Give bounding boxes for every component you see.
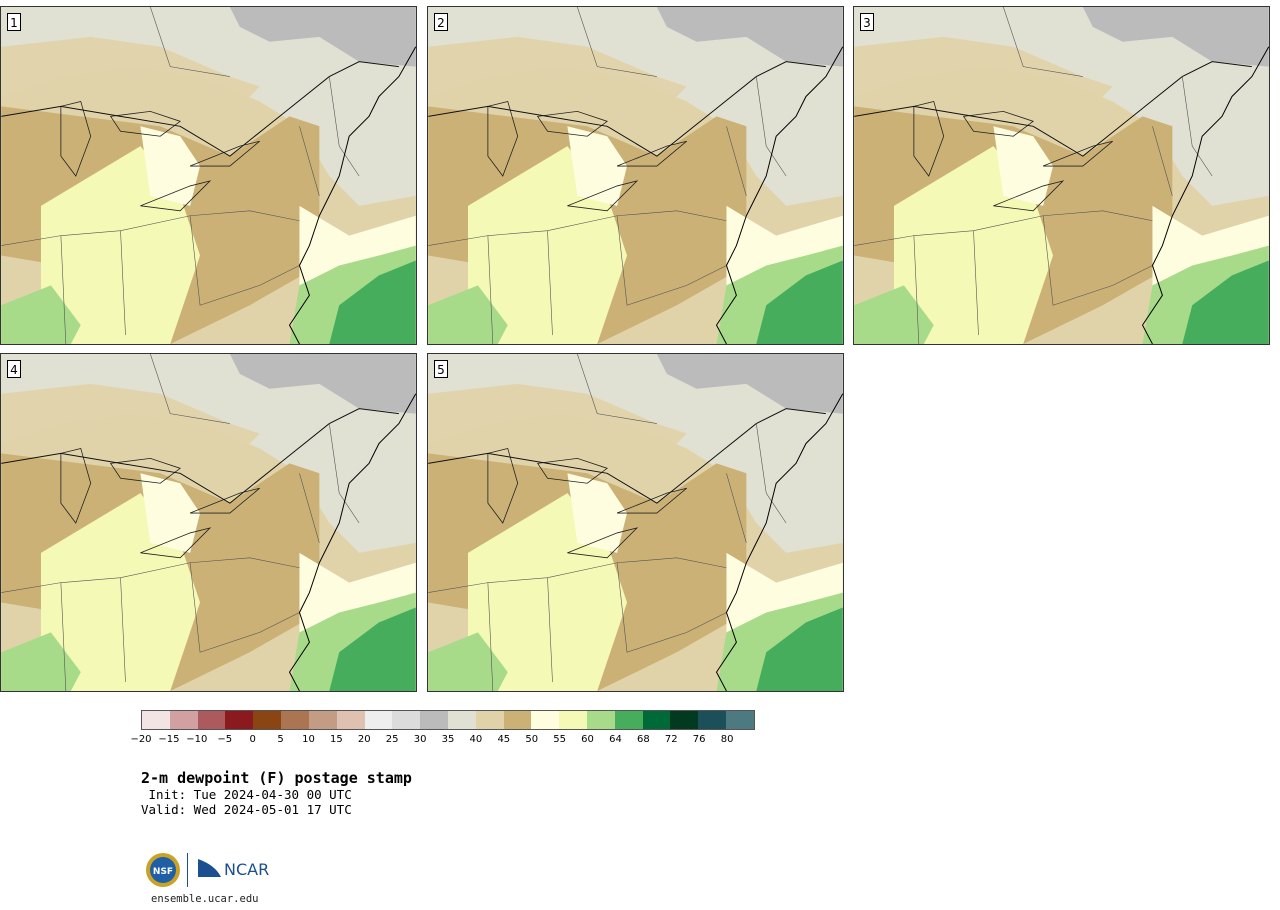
colorbar-tick-label: 72 (664, 734, 678, 745)
colorbar-tick-label: 15 (329, 734, 343, 745)
colorbar-swatch (559, 711, 587, 729)
colorbar-swatch (364, 711, 393, 729)
ensemble-member-map-3: 3 (853, 6, 1270, 345)
colorbar-tick-label: 10 (302, 734, 315, 745)
dewpoint-colorbar (141, 710, 755, 730)
colorbar-tick-label: 45 (497, 734, 511, 745)
colorbar-swatch (614, 711, 643, 729)
ensemble-member-map-1: 1 (0, 6, 417, 345)
colorbar-swatch (726, 711, 754, 729)
colorbar-tick-label: 30 (413, 734, 427, 745)
colorbar-tick-label: 50 (525, 734, 539, 745)
colorbar-swatch (420, 711, 448, 729)
map-3 (854, 7, 1269, 344)
colorbar-tick-label: 68 (636, 734, 650, 745)
map-4 (1, 354, 416, 691)
colorbar-tick-label: 76 (692, 734, 706, 745)
member-number-label: 1 (7, 13, 21, 31)
colorbar-tick-label: 35 (441, 734, 455, 745)
member-number-label: 4 (7, 360, 21, 378)
footer-url: ensemble.ucar.edu (151, 893, 259, 905)
colorbar-swatch (336, 711, 365, 729)
colorbar-tick-label: 64 (609, 734, 622, 745)
colorbar-swatch (670, 711, 699, 729)
colorbar-swatch (447, 711, 476, 729)
colorbar-swatch (698, 711, 727, 729)
colorbar-swatch (225, 711, 254, 729)
colorbar-swatch (308, 711, 337, 729)
colorbar-tick-label: 20 (357, 734, 371, 745)
colorbar-tick-label: −15 (158, 734, 180, 745)
colorbar-swatch (197, 711, 226, 729)
ncar-logo-text: NCAR (224, 860, 269, 879)
ensemble-member-map-2: 2 (427, 6, 844, 345)
colorbar-tick-label: 40 (469, 734, 483, 745)
colorbar-tick-label: 55 (553, 734, 566, 745)
colorbar-tick-label: −10 (186, 734, 208, 745)
colorbar-swatch (281, 711, 309, 729)
colorbar-swatch (169, 711, 198, 729)
product-title: 2-m dewpoint (F) postage stamp (141, 769, 412, 787)
map-5 (428, 354, 843, 691)
colorbar-swatch (642, 711, 671, 729)
colorbar-tick-label: −20 (130, 734, 152, 745)
member-number-label: 3 (860, 13, 874, 31)
colorbar-tick-label: 5 (277, 734, 284, 745)
colorbar-tick-label: 60 (581, 734, 594, 745)
colorbar-swatch (253, 711, 282, 729)
member-number-label: 2 (434, 13, 448, 31)
colorbar-swatch (392, 711, 421, 729)
nsf-logo-icon: NSF (146, 853, 180, 887)
member-number-label: 5 (434, 360, 448, 378)
colorbar-tick-label: 25 (385, 734, 399, 745)
colorbar-tick-label: 0 (249, 734, 256, 745)
map-2 (428, 7, 843, 344)
colorbar-swatch (475, 711, 504, 729)
logo-divider (187, 853, 188, 887)
map-1 (1, 7, 416, 344)
colorbar-swatch (503, 711, 532, 729)
colorbar-tick-labels: −20 −15 −10 −5 0 5 10 15 20 25 30 35 40 45 50 55 60 64 68 7… (130, 734, 755, 748)
init-time: Init: Tue 2024-04-30 00 UTC (141, 787, 352, 802)
ensemble-member-map-5: 5 (427, 353, 844, 692)
colorbar-swatch (142, 711, 170, 729)
ensemble-member-map-4: 4 (0, 353, 417, 692)
ncar-logo-icon: NCAR (198, 859, 269, 879)
colorbar-tick-label: −5 (217, 734, 233, 745)
colorbar-tick-label: 80 (720, 734, 734, 745)
valid-time: Valid: Wed 2024-05-01 17 UTC (141, 802, 352, 817)
nsf-logo-text: NSF (153, 867, 173, 877)
colorbar-swatch (587, 711, 615, 729)
colorbar-swatch (531, 711, 560, 729)
